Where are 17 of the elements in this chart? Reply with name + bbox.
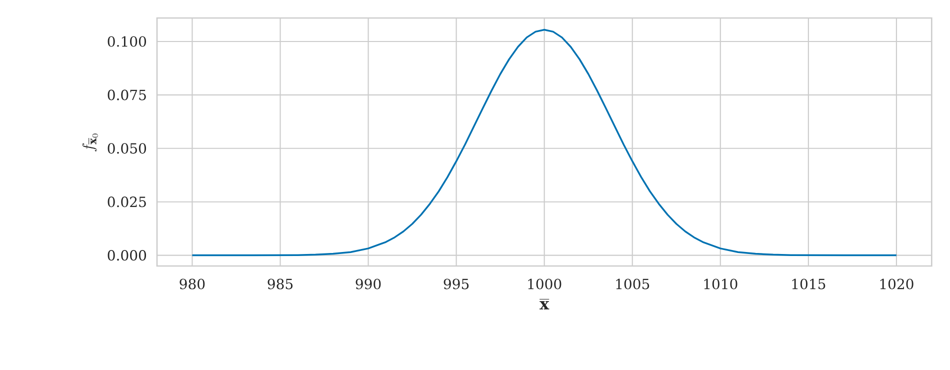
- x-tick-label: 995: [444, 278, 469, 290]
- y-tick-label: 0.000: [108, 250, 146, 261]
- x-tick-label: 990: [356, 278, 381, 290]
- y-tick-label: 0.025: [108, 196, 146, 208]
- x-tick-label: 1000: [528, 278, 562, 290]
- x-axis-title: $\overline{\mathbf{x}}$: [540, 299, 550, 310]
- x-tick-label: 1015: [792, 278, 826, 290]
- line-series: [191, 28, 898, 256]
- x-tick-label: 1020: [880, 278, 914, 290]
- x-tick-label: 1010: [704, 278, 738, 290]
- x-tick-label: 985: [268, 278, 293, 290]
- x-tick-label: 980: [180, 278, 205, 290]
- x-tick-label: 1005: [616, 278, 650, 290]
- y-tick-label: 0.050: [108, 143, 146, 154]
- y-tick-label: 0.075: [108, 90, 146, 100]
- y-axis-title: $f_{\overline{\mathbf{x}}_0}$: [82, 134, 98, 152]
- y-tick-label: 0.100: [108, 36, 146, 47]
